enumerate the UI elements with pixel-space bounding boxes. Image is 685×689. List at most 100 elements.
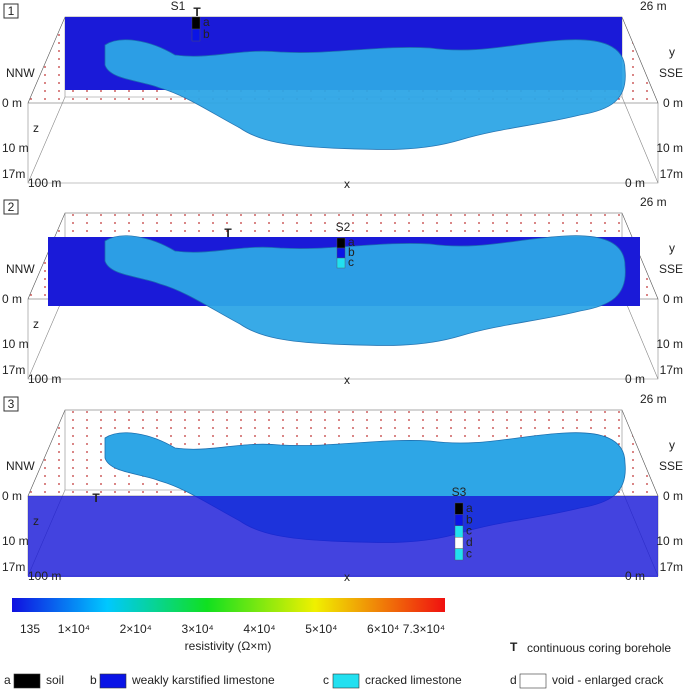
depth-top: 26 m	[640, 0, 667, 13]
colorbar-tick: 135	[20, 622, 40, 636]
y-label: y	[669, 241, 675, 255]
panel-number: 1	[8, 4, 15, 18]
left-zero: 0 m	[2, 96, 22, 110]
colorbar-tick: 1×10⁴	[58, 622, 90, 636]
left-bottom: 17m	[2, 363, 25, 377]
cavity-model	[104, 39, 626, 150]
borehole-name: S3	[452, 485, 467, 499]
panel-box	[3, 3, 19, 19]
right-direction: SSE	[659, 262, 683, 276]
right-bottom: 17m	[660, 560, 683, 574]
layer-letter: c	[466, 546, 472, 560]
colorbar	[12, 598, 445, 612]
colorbar-tick: 3×10⁴	[181, 622, 213, 636]
layer-letter: d	[466, 535, 473, 549]
legend-key: c	[323, 673, 329, 687]
legend-key: a	[4, 673, 11, 687]
z-label: z	[33, 514, 39, 528]
layer-letter: a	[466, 501, 473, 515]
colorbar-tick: 7.3×10⁴	[403, 622, 445, 636]
colorbar-label: resistivity (Ω×m)	[185, 639, 272, 653]
layer-letter: c	[348, 255, 354, 269]
borehole-layer	[454, 548, 464, 561]
borehole-layer	[336, 257, 346, 269]
right-zero: 0 m	[663, 96, 683, 110]
x-start: 100 m	[28, 569, 61, 583]
legend-key: d	[510, 673, 517, 687]
colorbar-tick: 6×10⁴	[367, 622, 399, 636]
borehole-symbol: T	[510, 640, 518, 654]
colorbar-tick: 5×10⁴	[305, 622, 337, 636]
right-bottom: 17m	[660, 363, 683, 377]
borehole-layer	[454, 525, 464, 538]
x-label: x	[344, 177, 350, 191]
right-zero: 0 m	[663, 292, 683, 306]
legend-swatch	[519, 673, 547, 689]
borehole-name: S2	[336, 220, 351, 234]
right-mid: 10 m	[656, 534, 683, 548]
z-label: z	[33, 317, 39, 331]
layer-letter: c	[466, 524, 472, 538]
resistivity-slab	[28, 496, 658, 577]
borehole-label: continuous coring borehole	[527, 641, 671, 655]
layer-letter: a	[203, 15, 210, 29]
depth-top: 26 m	[640, 195, 667, 209]
depth-top: 26 m	[640, 392, 667, 406]
cavity-model	[104, 235, 626, 346]
layer-letter: b	[203, 27, 210, 41]
x-label: x	[344, 570, 350, 584]
legend-swatch	[99, 673, 127, 689]
borehole-layer	[336, 247, 346, 259]
layer-letter: b	[466, 512, 473, 526]
left-mid: 10 m	[2, 534, 29, 548]
colorbar-tick: 4×10⁴	[243, 622, 275, 636]
legend-label: cracked limestone	[365, 673, 462, 687]
y-label: y	[669, 45, 675, 59]
borehole-symbol: T	[193, 5, 201, 19]
legend-swatch	[332, 673, 360, 689]
x-start: 100 m	[28, 372, 61, 386]
x-end: 0 m	[625, 569, 645, 583]
left-mid: 10 m	[2, 141, 29, 155]
panel-number: 2	[8, 200, 15, 214]
borehole-layer	[454, 536, 464, 549]
x-end: 0 m	[625, 176, 645, 190]
right-direction: SSE	[659, 459, 683, 473]
borehole-name: S1	[171, 0, 186, 13]
borehole-layer	[191, 28, 201, 42]
left-direction: NNW	[6, 66, 35, 80]
left-zero: 0 m	[2, 489, 22, 503]
layer-letter: a	[348, 235, 355, 249]
left-mid: 10 m	[2, 337, 29, 351]
left-bottom: 17m	[2, 167, 25, 181]
borehole-symbol: T	[92, 491, 100, 505]
legend-label: weakly karstified limestone	[131, 673, 275, 687]
left-direction: NNW	[6, 459, 35, 473]
colorbar-tick: 2×10⁴	[120, 622, 152, 636]
left-bottom: 17m	[2, 560, 25, 574]
right-mid: 10 m	[656, 337, 683, 351]
borehole-symbol: T	[224, 226, 232, 240]
x-end: 0 m	[625, 372, 645, 386]
panel-box	[3, 396, 19, 412]
legend-label: soil	[46, 673, 64, 687]
right-zero: 0 m	[663, 489, 683, 503]
panel-box	[3, 199, 19, 215]
borehole-layer	[336, 237, 346, 249]
layer-letter: b	[348, 245, 355, 259]
panel-number: 3	[8, 397, 15, 411]
borehole-layer	[191, 16, 201, 30]
right-bottom: 17m	[660, 167, 683, 181]
legend-label: void - enlarged crack	[552, 673, 664, 687]
left-zero: 0 m	[2, 292, 22, 306]
right-mid: 10 m	[656, 141, 683, 155]
right-direction: SSE	[659, 66, 683, 80]
x-start: 100 m	[28, 176, 61, 190]
legend-key: b	[90, 673, 97, 687]
x-label: x	[344, 373, 350, 387]
left-direction: NNW	[6, 262, 35, 276]
